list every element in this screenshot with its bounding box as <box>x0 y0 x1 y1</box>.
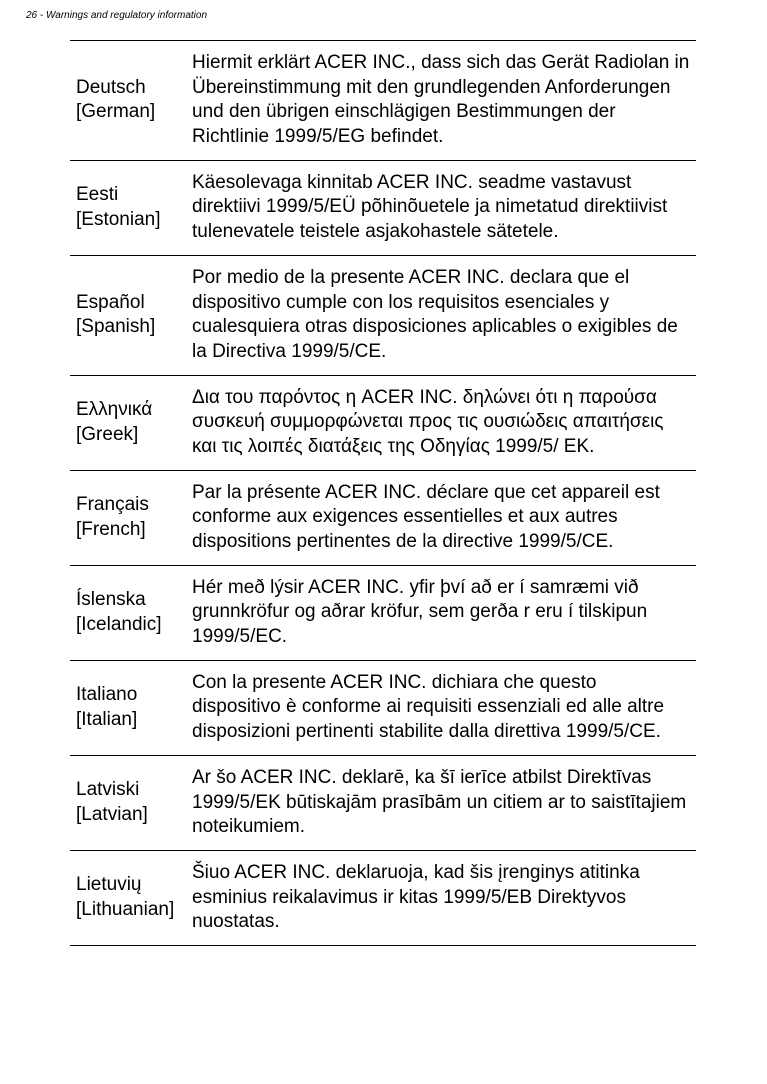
table-row: Français[French]Par la présente ACER INC… <box>70 470 696 565</box>
declaration-cell: Δια του παρόντος η ACER INC. δηλώνει ότι… <box>188 375 696 470</box>
table-row: Eesti[Estonian]Käesolevaga kinnitab ACER… <box>70 160 696 255</box>
declaration-cell: Käesolevaga kinnitab ACER INC. seadme va… <box>188 160 696 255</box>
declaration-cell: Por medio de la presente ACER INC. decla… <box>188 255 696 375</box>
language-cell: Deutsch[German] <box>70 41 188 161</box>
table-row: Ελληνικά[Greek]Δια του παρόντος η ACER I… <box>70 375 696 470</box>
declaration-cell: Par la présente ACER INC. déclare que ce… <box>188 470 696 565</box>
language-native: Français <box>76 493 184 518</box>
declaration-cell: Con la presente ACER INC. dichiara che q… <box>188 660 696 755</box>
declaration-cell: Hér með lýsir ACER INC. yfir því að er í… <box>188 565 696 660</box>
language-native: Deutsch <box>76 76 184 101</box>
table-row: Español[Spanish]Por medio de la presente… <box>70 255 696 375</box>
table-row: Deutsch[German]Hiermit erklärt ACER INC.… <box>70 41 696 161</box>
language-cell: Eesti[Estonian] <box>70 160 188 255</box>
language-native: Lietuvių <box>76 873 184 898</box>
language-native: Español <box>76 291 184 316</box>
language-cell: Italiano[Italian] <box>70 660 188 755</box>
language-cell: Íslenska[Icelandic] <box>70 565 188 660</box>
language-native: Italiano <box>76 683 184 708</box>
language-english: [German] <box>76 100 184 125</box>
language-cell: Latviski[Latvian] <box>70 755 188 850</box>
language-native: Íslenska <box>76 588 184 613</box>
language-english: [Italian] <box>76 708 184 733</box>
language-cell: Español[Spanish] <box>70 255 188 375</box>
language-native: Latviski <box>76 778 184 803</box>
language-cell: Ελληνικά[Greek] <box>70 375 188 470</box>
table-row: Italiano[Italian]Con la presente ACER IN… <box>70 660 696 755</box>
declaration-cell: Hiermit erklärt ACER INC., dass sich das… <box>188 41 696 161</box>
language-english: [Spanish] <box>76 315 184 340</box>
language-english: [Latvian] <box>76 803 184 828</box>
language-native: Eesti <box>76 183 184 208</box>
language-english: [Lithuanian] <box>76 898 184 923</box>
table-row: Latviski[Latvian]Ar šo ACER INC. deklarē… <box>70 755 696 850</box>
language-english: [Estonian] <box>76 208 184 233</box>
language-cell: Lietuvių[Lithuanian] <box>70 850 188 945</box>
page-header: 26 - Warnings and regulatory information <box>26 10 207 21</box>
declarations-content: Deutsch[German]Hiermit erklärt ACER INC.… <box>70 40 696 946</box>
language-english: [Greek] <box>76 423 184 448</box>
declaration-cell: Ar šo ACER INC. deklarē, ka šī ierīce at… <box>188 755 696 850</box>
language-cell: Français[French] <box>70 470 188 565</box>
table-row: Lietuvių[Lithuanian]Šiuo ACER INC. dekla… <box>70 850 696 945</box>
language-english: [Icelandic] <box>76 613 184 638</box>
declaration-cell: Šiuo ACER INC. deklaruoja, kad šis įreng… <box>188 850 696 945</box>
language-native: Ελληνικά <box>76 398 184 423</box>
language-english: [French] <box>76 518 184 543</box>
declarations-table: Deutsch[German]Hiermit erklärt ACER INC.… <box>70 40 696 946</box>
table-row: Íslenska[Icelandic]Hér með lýsir ACER IN… <box>70 565 696 660</box>
